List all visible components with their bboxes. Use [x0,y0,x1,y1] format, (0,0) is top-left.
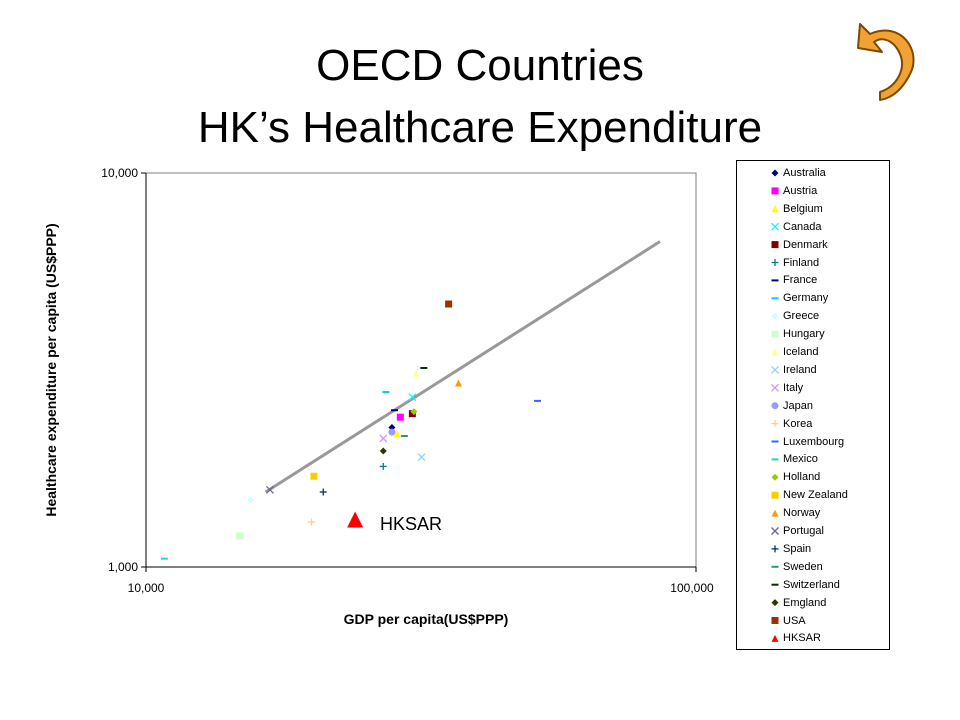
title-line-1: OECD Countries [316,41,644,90]
legend-label-italy: Italy [783,381,804,394]
legend-marker-ireland [771,365,779,374]
x-tick-label-left: 10,000 [128,581,165,595]
legend-marker-emgland [771,599,779,607]
y-tick-label-top: 10,000 [101,166,138,180]
legend-label-germany: Germany [783,292,829,305]
y-axis-label: Healthcare expenditure per capita (US$PP… [43,223,59,516]
data-point-ireland [417,453,426,462]
legend-label-mexico: Mexico [783,453,818,466]
legend-marker-australia [771,169,779,177]
hksar-annotation: HKSAR [380,514,442,534]
data-point-iceland [412,369,420,377]
legend-label-japan: Japan [783,399,813,412]
data-point-holland [410,408,418,416]
legend-label-greece: Greece [783,310,820,323]
legend-label-canada: Canada [783,220,822,233]
plot-area [145,172,697,568]
data-point-spain [319,488,327,496]
data-point-greece [247,496,255,504]
legend-marker-belgium [771,205,779,213]
legend-label-usa: USA [783,614,806,627]
legend-marker-holland [771,473,779,481]
legend-marker-norway [771,509,779,517]
legend-label-emgland: Emgland [783,596,827,609]
x-axis [145,566,697,572]
legend-marker-iceland [771,348,779,356]
x-tick-label-right: 100,000 [670,581,714,595]
legend-marker-new-zealand [771,491,779,499]
legend-label-austria: Austria [783,184,818,197]
legend-label-hungary: Hungary [783,328,825,341]
y-axis [141,172,147,568]
chart-legend: Australia Austria Belgium Canada Denmark Finl… [736,160,890,650]
data-point-usa [445,300,453,308]
data-point-austria [396,413,404,421]
legend-label-france: France [783,274,818,287]
legend-label-sweden: Sweden [783,560,823,573]
legend-label-norway: Norway [783,507,821,520]
legend-label-denmark: Denmark [783,238,828,251]
legend-marker-japan [771,402,779,410]
data-point-new-zealand [310,472,318,480]
data-point-finland [379,462,387,470]
legend-label-ireland: Ireland [783,363,817,376]
y-tick-label-bottom: 1,000 [108,560,138,574]
data-point-hksar [347,511,364,528]
trendline [264,240,661,494]
legend-label-switzerland: Switzerland [783,578,840,591]
data-point-emgland [379,447,387,455]
legend-label-hksar: HKSAR [783,632,821,645]
legend-marker-finland [771,259,779,266]
legend-label-spain: Spain [783,542,812,555]
data-point-japan [388,428,396,436]
legend-marker-greece [771,312,779,320]
legend-marker-usa [771,617,779,624]
data-point-norway [455,379,463,387]
data-point-belgium [393,430,401,438]
legend-marker-hungary [771,330,779,338]
data-point-hungary [236,532,244,540]
legend-marker-korea [771,420,779,428]
back-arrow-icon[interactable] [852,22,922,106]
legend-label-korea: Korea [783,417,813,430]
legend-label-finland: Finland [783,256,820,269]
data-point-portugal [265,485,274,494]
legend-marker-hksar [771,634,779,642]
legend-marker-denmark [771,241,779,249]
title-line-2: HK’s Healthcare Expenditure [197,103,763,152]
legend-marker-canada [771,222,779,231]
legend-label-holland: Holland [783,471,821,484]
data-point-italy [379,434,388,443]
data-point-denmark [408,410,416,418]
legend-label-belgium: Belgium [783,202,823,215]
legend-marker-spain [771,545,779,553]
legend-label-iceland: Iceland [783,346,819,358]
legend-label-new-zealand: New Zealand [783,489,848,502]
legend-label-portugal: Portugal [783,525,824,537]
legend-marker-portugal [771,527,779,535]
legend-marker-italy [771,383,779,392]
legend-label-australia: Australia [783,167,826,179]
data-point-canada [408,393,417,402]
x-axis-label: GDP per capita(US$PPP) [344,611,509,627]
legend-marker-austria [771,187,779,195]
data-point-korea [308,518,316,526]
legend-label-luxembourg: Luxembourg [783,435,845,448]
